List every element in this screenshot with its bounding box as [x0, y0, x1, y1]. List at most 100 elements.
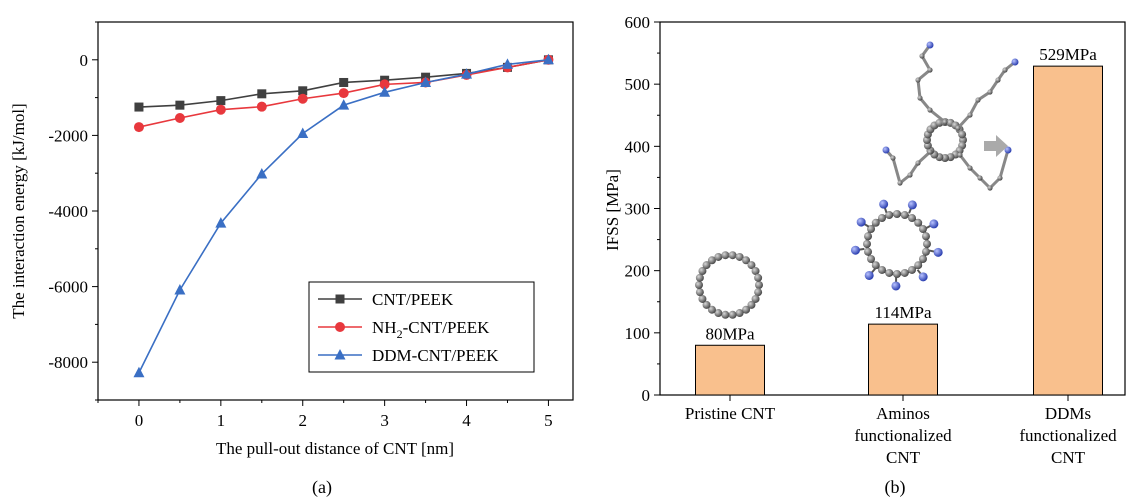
carbon-atom	[714, 252, 723, 261]
carbon-atom	[908, 214, 916, 223]
data-point	[215, 217, 227, 228]
carbon-atom	[742, 305, 751, 314]
x-tick-label: DDMs functionalized CNT	[1019, 404, 1117, 467]
data-point	[379, 79, 390, 90]
data-point	[256, 167, 268, 179]
carbon-atom	[695, 281, 703, 289]
data-point	[133, 366, 145, 378]
carbon-atom	[921, 232, 930, 241]
ddm-atom	[927, 149, 933, 155]
carbon-atom	[714, 309, 723, 318]
carbon-atom	[747, 261, 756, 270]
data-point	[175, 100, 185, 110]
y-axis-ticks: 0 -2000 -4000 -6000 -8000	[48, 21, 98, 401]
nitrogen-atom	[929, 219, 939, 229]
carbon-atom	[754, 273, 763, 282]
carbon-atom	[914, 261, 923, 270]
series-ddm-cnt-peek	[133, 53, 554, 378]
data-point	[338, 88, 349, 99]
x-tick-label: 1	[217, 411, 226, 430]
carbon-atom	[721, 251, 730, 260]
y-tick-label: 400	[625, 137, 651, 156]
carbon-atom	[721, 310, 730, 319]
y-tick-label: 500	[625, 75, 651, 94]
ddm-atom	[977, 175, 983, 181]
carbon-atom	[695, 273, 704, 282]
bar	[695, 344, 765, 396]
panel-label-b: (b)	[885, 477, 906, 498]
ddm-chain	[958, 149, 1010, 191]
carbon-atom	[918, 255, 927, 263]
energy-line-chart: 0 1 2 3 4 5 0 -2000 -4000 -6000 -8000 The pull-ou…	[9, 21, 574, 498]
legend-label: CNT/PEEK	[372, 290, 454, 309]
nitrogen-atom	[907, 200, 917, 210]
ddm-atom	[917, 95, 923, 101]
data-point	[257, 89, 267, 99]
carbon-atom	[871, 218, 880, 227]
carbon-atom	[918, 225, 927, 233]
y-axis-label: IFSS [MPa]	[603, 169, 622, 251]
panel-label-a: (a)	[312, 477, 332, 498]
ddm-atom	[987, 89, 993, 95]
carbon-atom	[728, 310, 737, 319]
carbon-atom	[751, 294, 760, 303]
y-tick-label: 100	[625, 324, 651, 343]
carbon-atom	[751, 267, 760, 276]
carbon-atom	[923, 240, 931, 248]
ddm-atom	[919, 53, 925, 59]
legend-item: CNT/PEEK	[318, 290, 454, 309]
ddm-atom	[942, 119, 948, 125]
data-point	[297, 93, 308, 104]
data-point	[174, 113, 185, 124]
ddm-atom	[915, 77, 921, 83]
x-tick-label: Aminos functionalized CNT	[854, 404, 952, 467]
y-tick-label: -6000	[48, 278, 88, 297]
carbon-atom	[914, 218, 923, 227]
data-point	[134, 102, 144, 112]
carbon-atom	[695, 288, 704, 297]
bar-value-label: 529MPa	[1039, 45, 1097, 64]
ddm-atom	[1011, 58, 1019, 66]
x-tick-label: 4	[462, 411, 471, 430]
ddm-atom	[957, 152, 963, 158]
nitrogen-atom	[891, 281, 901, 291]
x-axis-label: The pull-out distance of CNT [nm]	[216, 439, 454, 458]
y-tick-label: 0	[80, 51, 89, 70]
x-tick-label: 2	[298, 411, 307, 430]
pristine-cnt-ring-illustration	[695, 251, 763, 319]
data-point	[338, 99, 350, 110]
data-point	[297, 127, 309, 139]
y-tick-label: 300	[625, 200, 651, 219]
y-tick-label: 0	[642, 386, 651, 405]
carbon-atom	[900, 268, 909, 277]
ddm-atom	[1002, 67, 1008, 73]
carbon-atom	[698, 267, 707, 276]
carbon-atom	[707, 256, 716, 265]
carbon-atom	[867, 225, 876, 233]
ddm-cnt-molecule-illustration	[882, 41, 1019, 191]
bar-value-label: 80MPa	[705, 324, 755, 343]
data-point	[256, 101, 267, 112]
ddm-chain	[884, 149, 932, 186]
data-point	[339, 77, 349, 87]
data-point	[216, 96, 226, 106]
ddm-atom	[926, 41, 934, 49]
legend: CNT/PEEK NH2-CNT/PEEK DDM-CNT/PEEK	[308, 281, 535, 373]
carbon-atom	[893, 210, 901, 218]
carbon-atom	[735, 309, 744, 318]
bar	[868, 323, 938, 396]
ddm-atom	[955, 125, 961, 131]
ddm-atom	[882, 146, 890, 154]
carbon-atom	[878, 214, 886, 223]
ddm-atom	[997, 175, 1003, 181]
ddm-atom	[890, 155, 896, 161]
ddm-atom	[967, 165, 973, 171]
data-point	[215, 104, 226, 115]
amino-cnt-ring-illustration	[850, 199, 943, 291]
ddm-atom	[975, 97, 981, 103]
data-point	[174, 284, 186, 295]
bar	[1033, 65, 1103, 396]
carbon-atom	[864, 232, 873, 241]
data-point	[501, 58, 513, 69]
